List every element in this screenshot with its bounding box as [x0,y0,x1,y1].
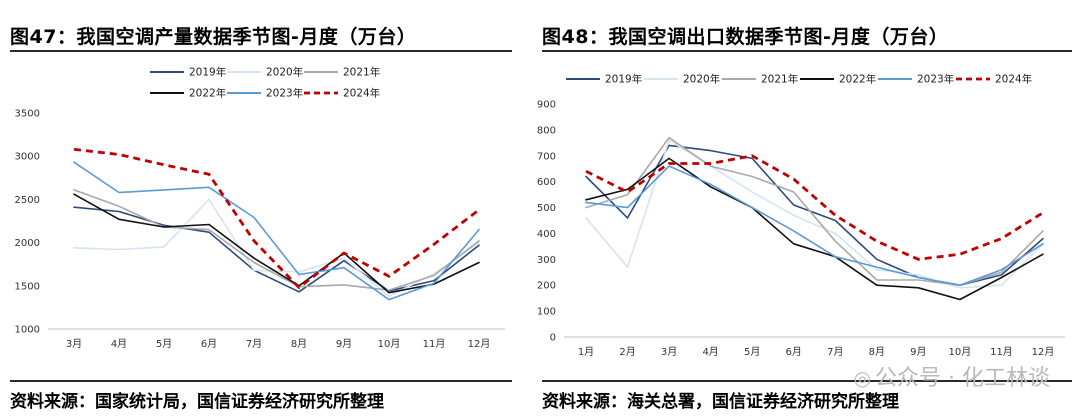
y-tick-label: 2500 [15,195,40,206]
x-tick-label: 6月 [786,346,802,358]
legend-item: 2023年 [878,73,954,86]
x-tick-label: 5月 [744,346,760,358]
x-tick-label: 11月 [990,346,1013,358]
legend-label: 2022年 [189,87,226,100]
watermark: ◎ 公众号 · 化工林谈 [854,360,1050,392]
x-tick-label: 1月 [578,346,594,358]
y-tick-label: 1000 [15,325,40,336]
right-panel: 图48：我国空调出口数据季节图-月度（万台） 0 100 200 300 400 500 6… [532,0,1080,416]
watermark-text: 公众号 · 化工林谈 [875,366,1050,391]
x-tick-label: 8月 [869,346,885,358]
y-tick-label: 1500 [15,281,40,292]
series-line-2024年 [585,154,1044,261]
y-tick-label: 300 [537,255,556,266]
legend-label: 2020年 [683,73,720,86]
legend-label: 2023年 [266,87,303,100]
top-rule [10,50,512,52]
chart-title: 图47：我国空调产量数据季节图-月度（万台） [10,26,417,48]
y-tick-label: 500 [537,203,556,214]
x-tick-label: 8月 [291,338,307,350]
x-tick-label: 4月 [702,346,718,358]
x-tick-label: 4月 [111,338,127,350]
legend-item: 2020年 [227,66,303,79]
source-note: 资料来源：海关总署，国信证券经济研究所整理 [542,392,899,412]
legend-label: 2020年 [266,66,303,79]
export-chart: 0 100 200 300 400 500 600 700 800 900 1月 2月 3月 4月 5月 6月… [537,73,1065,358]
legend-label: 2019年 [605,73,642,86]
y-tick-label: 3500 [15,109,40,120]
source-note: 资料来源：国家统计局，国信证券经济研究所整理 [10,392,384,412]
legend-label: 2023年 [917,73,954,86]
x-tick-label: 9月 [336,338,352,350]
legend-item: 2024年 [304,87,380,100]
x-tick-label: 12月 [1032,346,1055,358]
x-tick-label: 3月 [661,346,677,358]
chart-title: 图48：我国空调出口数据季节图-月度（万台） [542,26,949,48]
x-tick-label: 3月 [66,338,82,350]
legend-item: 2024年 [956,73,1032,86]
y-tick-label: 700 [537,151,556,162]
legend-label: 2021年 [343,66,380,79]
y-tick-label: 200 [537,281,556,292]
y-tick-label: 0 [550,333,556,344]
y-tick-label: 900 [537,100,556,111]
top-rule [542,50,1072,52]
bottom-rule [542,380,1072,382]
legend-item: 2022年 [800,73,876,86]
series-line-2023年 [73,161,480,301]
legend-label: 2024年 [995,73,1032,86]
series-line-2023年 [585,165,1044,286]
legend-item: 2019年 [566,73,642,86]
x-tick-label: 9月 [910,346,926,358]
x-tick-label: 10月 [949,346,972,358]
y-tick-label: 600 [537,177,556,188]
x-tick-label: 11月 [423,338,446,350]
production-chart: 1000 1500 2000 2500 3000 3500 3月 4月 5月 6月 7月 8月 9月 10… [15,66,505,350]
legend-item: 2022年 [150,87,226,100]
y-tick-label: 100 [537,307,556,318]
x-tick-label: 7月 [827,346,843,358]
series-line-2022年 [73,193,480,294]
legend-item: 2020年 [644,73,720,86]
series-line-2024年 [73,147,480,289]
wechat-icon: ◎ [853,366,872,390]
y-tick-label: 400 [537,229,556,240]
x-tick-label: 12月 [468,338,491,350]
legend-label: 2019年 [189,66,226,79]
legend-item: 2021年 [722,73,798,86]
y-tick-label: 800 [537,125,556,136]
left-panel: 图47：我国空调产量数据季节图-月度（万台） 1000 1500 2000 2500 3… [0,0,520,416]
series-line-2019年 [73,206,480,293]
bottom-rule [10,380,512,382]
y-tick-label: 3000 [15,152,40,163]
series-line-2021年 [73,189,480,291]
legend-label: 2022年 [839,73,876,86]
series-line-2020年 [585,139,1044,289]
x-tick-label: 2月 [619,346,635,358]
legend-label: 2021年 [761,73,798,86]
y-tick-label: 2000 [15,238,40,249]
x-tick-label: 6月 [201,338,217,350]
series-line-2022年 [585,157,1044,301]
legend-item: 2023年 [227,87,303,100]
x-tick-label: 5月 [156,338,172,350]
x-tick-label: 7月 [246,338,262,350]
legend-item: 2019年 [150,66,226,79]
series-line-2019年 [585,144,1044,286]
legend-item: 2021年 [304,66,380,79]
legend-label: 2024年 [343,87,380,100]
x-tick-label: 10月 [378,338,401,350]
series-line-2021年 [585,136,1044,286]
